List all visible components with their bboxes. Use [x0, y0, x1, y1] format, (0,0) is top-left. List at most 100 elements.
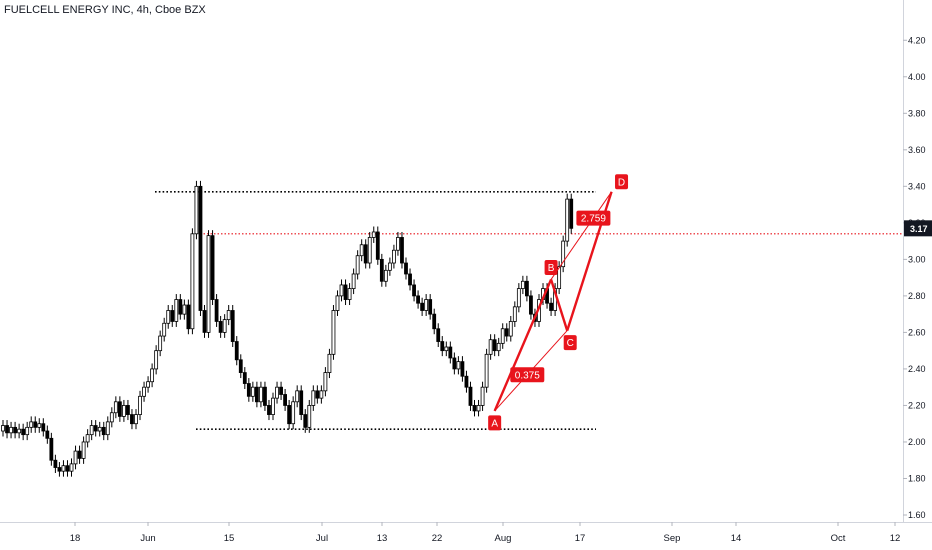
pattern-point-label: A [491, 418, 498, 429]
candle-body [81, 441, 86, 459]
candle-body [295, 390, 300, 403]
x-tick-label: 15 [224, 533, 235, 544]
pattern-leg [549, 279, 569, 331]
pattern-point-badge [544, 259, 558, 275]
candle-body [375, 231, 380, 260]
candle-body [500, 328, 505, 344]
candle-body [416, 295, 420, 304]
candle-body [383, 269, 388, 282]
candle-body [371, 231, 376, 238]
candle-body [432, 313, 437, 330]
candle-body [109, 412, 114, 423]
candle-body [166, 310, 171, 324]
candle-body [259, 386, 263, 403]
y-tick-label: 2.40 [908, 364, 926, 374]
chart-title: FUELCELL ENERGY INC, 4h, Cboe BZX [4, 4, 206, 16]
candle-body [158, 335, 163, 352]
x-tick-label: 13 [377, 533, 388, 544]
candle-body [456, 361, 461, 370]
pattern-point-label: D [618, 177, 625, 188]
y-tick-label: 2.80 [908, 291, 926, 301]
candle-body [516, 288, 521, 308]
candle-body [436, 328, 441, 342]
candle-body [126, 405, 130, 415]
candle-body [37, 423, 42, 428]
candle-body [1, 425, 5, 432]
candle-body [396, 237, 400, 251]
support-lines-layer [155, 191, 903, 430]
candle-body [122, 405, 126, 417]
pattern-point-badge [563, 335, 577, 351]
candle-body [408, 273, 412, 286]
candle-body [327, 353, 332, 373]
x-tick-label: Oct [831, 533, 846, 544]
candle-body [138, 395, 142, 415]
last-price-layer: 3.17 [904, 220, 932, 237]
candle-body [569, 198, 574, 229]
candle-body [504, 328, 509, 337]
ratio-label: 2.759 [581, 214, 606, 225]
candle-body [41, 423, 46, 432]
candle-body [53, 459, 58, 468]
candle-body [214, 299, 219, 322]
candle-body [303, 414, 308, 428]
candle-body [355, 255, 360, 275]
candle-body [525, 280, 529, 297]
y-tick-label: 2.00 [908, 437, 926, 447]
candle-body [367, 237, 372, 264]
price-axis [0, 0, 932, 523]
candle-body [392, 249, 396, 264]
candle-body [508, 321, 513, 337]
candle-body [476, 405, 481, 412]
candle-body [299, 390, 304, 415]
y-tick-label: 2.20 [908, 400, 926, 410]
candle-body [117, 401, 122, 417]
candle-body [242, 372, 247, 384]
candle-body [9, 426, 13, 434]
candle-body [134, 414, 138, 425]
y-tick-label: 3.60 [908, 145, 926, 155]
candle-body [387, 262, 392, 271]
candle-body [13, 426, 17, 434]
candle-body [279, 386, 283, 395]
candle-body [174, 299, 179, 322]
candle-body [5, 425, 9, 434]
candle-body [315, 390, 320, 399]
ratio-badge [576, 210, 611, 226]
pattern-point-label: B [548, 263, 555, 274]
candle-body [428, 299, 433, 315]
candle-body [230, 310, 235, 342]
candle-body [218, 321, 223, 333]
candle-body [45, 430, 50, 439]
candle-body [85, 434, 90, 443]
candle-body [347, 288, 352, 300]
candle-body [77, 450, 82, 459]
candle-body [363, 244, 368, 264]
candle-body [254, 386, 259, 403]
candle-body [238, 359, 243, 373]
x-tick-label: 17 [575, 533, 586, 544]
candle-body [424, 299, 429, 311]
candle-body [202, 310, 207, 333]
candle-body [549, 302, 553, 311]
candle-body [97, 426, 102, 432]
candle-body [412, 284, 416, 297]
y-tick-label: 3.40 [908, 181, 926, 191]
pattern-point-label: C [567, 338, 574, 349]
candle-body [182, 304, 187, 315]
candle-body [206, 235, 211, 333]
candle-body [89, 425, 94, 436]
candle-body [283, 394, 288, 406]
x-tick-label: Sep [664, 533, 681, 544]
candles-layer [1, 180, 574, 477]
candle-body [271, 397, 275, 415]
candle-body [178, 299, 183, 315]
candle-body [142, 386, 146, 397]
pattern-diagonal [550, 191, 612, 280]
y-tick-label: 3.00 [908, 254, 926, 264]
x-tick-label: 22 [432, 533, 443, 544]
candle-body [49, 437, 54, 461]
candle-body [263, 386, 267, 406]
y-tick-label: 1.80 [908, 473, 926, 483]
